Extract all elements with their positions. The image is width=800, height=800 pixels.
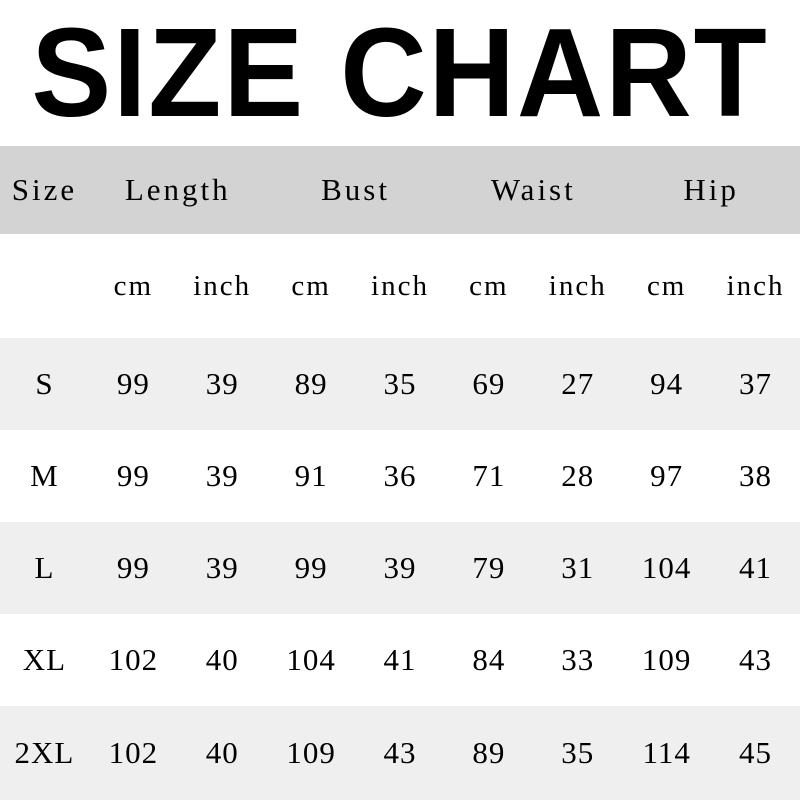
data-cell: 97 — [650, 458, 684, 493]
data-cell: 104 — [641, 550, 692, 585]
unit-cell-length-cm: cm — [113, 269, 154, 302]
data-cell: 89 — [472, 735, 506, 770]
data-cell: 99 — [294, 550, 328, 585]
data-cell: 37 — [739, 366, 773, 401]
data-cell: 114 — [642, 735, 691, 770]
unit-cell-length-inch: inch — [193, 269, 252, 302]
header-bust: Bust — [321, 172, 390, 207]
table-row-s: S 99 39 89 35 69 27 94 37 — [0, 338, 800, 430]
data-cell: 39 — [383, 550, 417, 585]
size-table: Size Length Bust Waist Hip cm inch cm in… — [0, 146, 800, 800]
data-cell: 33 — [561, 642, 595, 677]
size-label: S — [35, 366, 54, 401]
data-cell: 99 — [116, 458, 150, 493]
data-cell: 43 — [383, 735, 417, 770]
header-size: Size — [11, 172, 78, 207]
page-title: SIZE CHART — [31, 2, 769, 143]
data-cell: 40 — [205, 642, 239, 677]
data-cell: 99 — [116, 366, 150, 401]
table-row-xl: XL 102 40 104 41 84 33 109 43 — [0, 614, 800, 706]
table-units-row: cm inch cm inch cm inch cm inch — [0, 234, 800, 338]
unit-cell-bust-inch: inch — [371, 269, 429, 302]
data-cell: 39 — [205, 458, 239, 493]
unit-cell-hip-inch: inch — [726, 269, 785, 302]
table-row-l: L 99 39 99 39 79 31 104 41 — [0, 522, 800, 614]
size-label: M — [30, 458, 59, 493]
table-header-row: Size Length Bust Waist Hip — [0, 146, 800, 234]
data-cell: 31 — [561, 550, 595, 585]
data-cell: 43 — [739, 642, 773, 677]
size-label: 2XL — [14, 735, 75, 770]
data-cell: 102 — [108, 642, 159, 677]
data-cell: 89 — [294, 366, 328, 401]
data-cell: 36 — [383, 458, 417, 493]
table-row-2xl: 2XL 102 40 109 43 89 35 114 45 — [0, 706, 800, 800]
data-cell: 71 — [472, 458, 506, 493]
header-length: Length — [124, 172, 231, 207]
data-cell: 69 — [472, 366, 506, 401]
data-cell: 39 — [205, 366, 239, 401]
data-cell: 41 — [739, 550, 773, 585]
data-cell: 79 — [472, 550, 506, 585]
unit-cell-waist-cm: cm — [469, 269, 509, 302]
data-cell: 40 — [205, 735, 239, 770]
size-label: L — [34, 550, 55, 585]
data-cell: 28 — [561, 458, 595, 493]
unit-cell-waist-inch: inch — [548, 269, 607, 302]
data-cell: 45 — [739, 735, 773, 770]
data-cell: 109 — [641, 642, 692, 677]
data-cell: 39 — [205, 550, 239, 585]
data-cell: 91 — [294, 458, 328, 493]
data-cell: 38 — [739, 458, 773, 493]
data-cell: 99 — [116, 550, 150, 585]
unit-cell-hip-cm: cm — [646, 269, 687, 302]
table-row-m: M 99 39 91 36 71 28 97 38 — [0, 430, 800, 522]
data-cell: 27 — [561, 366, 595, 401]
header-hip: Hip — [683, 172, 739, 207]
data-cell: 102 — [108, 735, 159, 770]
unit-cell-bust-cm: cm — [291, 269, 331, 302]
data-cell: 84 — [472, 642, 506, 677]
data-cell: 94 — [650, 366, 684, 401]
page-title-container: SIZE CHART — [0, 0, 800, 146]
size-label: XL — [22, 642, 67, 677]
data-cell: 41 — [383, 642, 417, 677]
header-waist: Waist — [490, 172, 576, 207]
data-cell: 35 — [561, 735, 595, 770]
data-cell: 104 — [286, 642, 336, 677]
data-cell: 35 — [383, 366, 417, 401]
data-cell: 109 — [286, 735, 336, 770]
